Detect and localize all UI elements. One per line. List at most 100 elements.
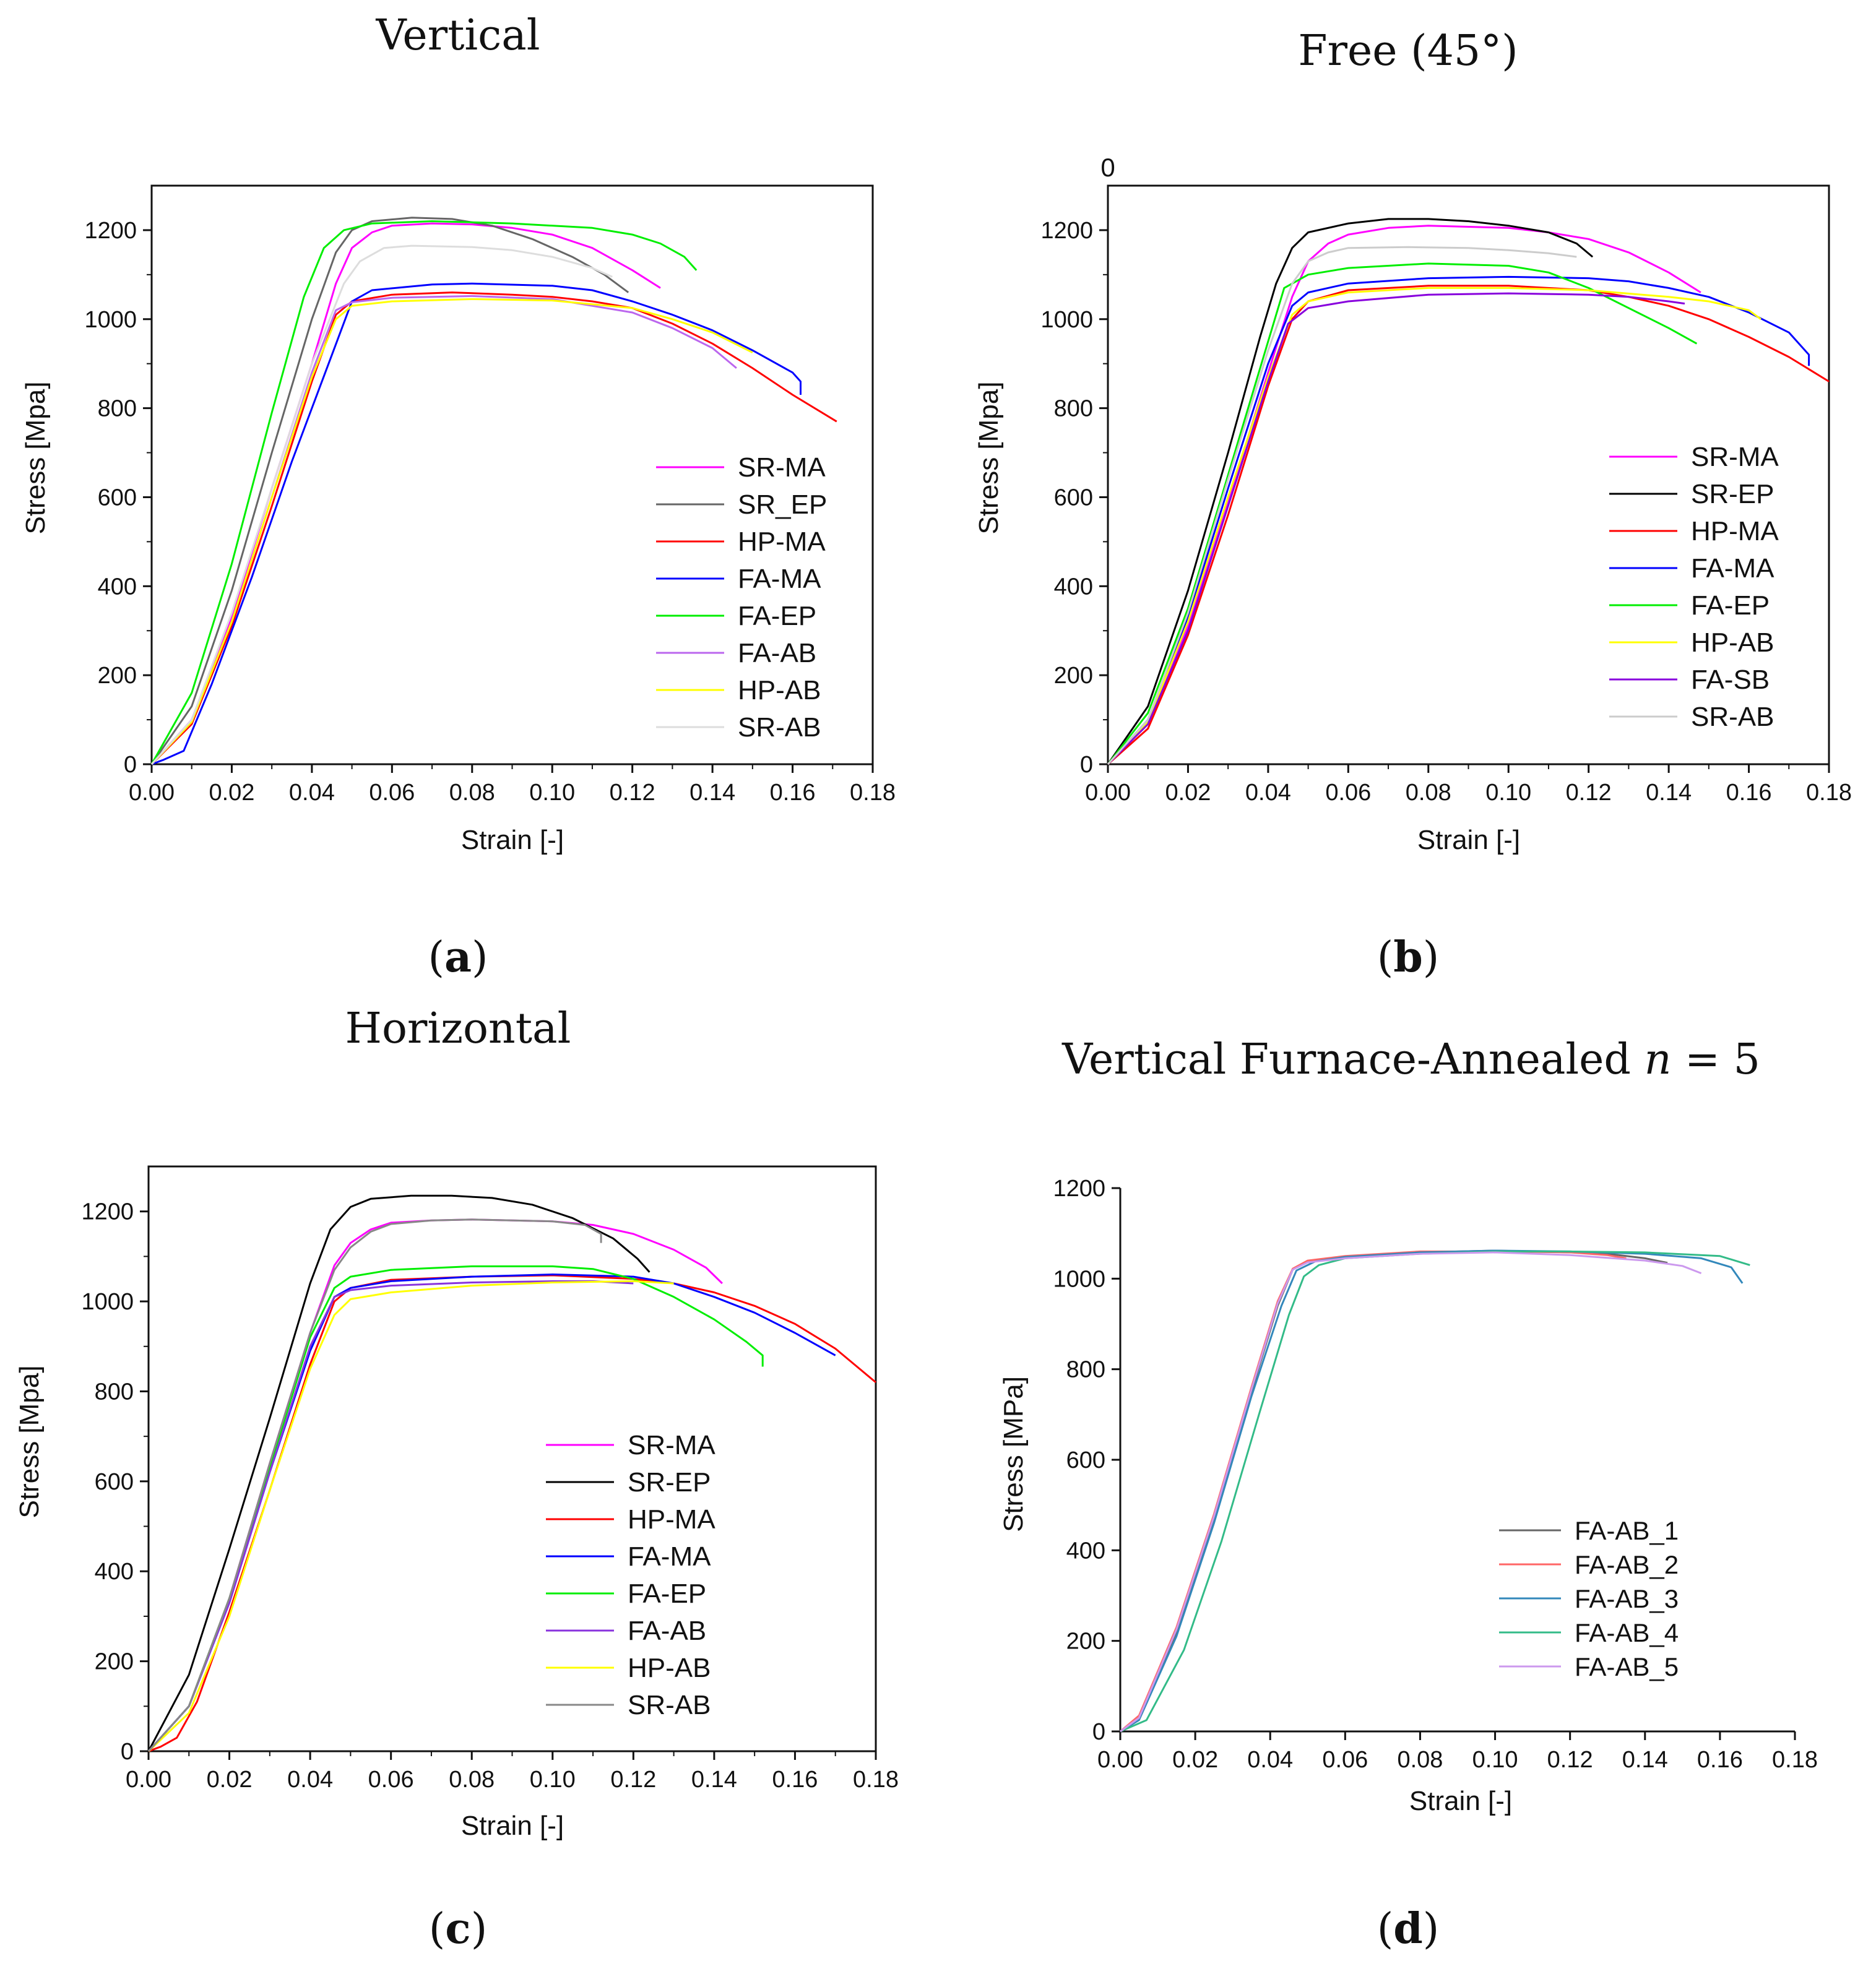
series-line-hp-ab xyxy=(147,1280,674,1752)
x-tick-label: 0.08 xyxy=(449,780,495,806)
legend-label: FA-AB_2 xyxy=(1575,1550,1679,1579)
series-group xyxy=(1120,1249,1750,1733)
y-axis-label: Stress [MPa] xyxy=(998,1376,1029,1532)
x-axis-label: Strain [-] xyxy=(461,1811,564,1841)
series-line-sr-ab xyxy=(150,244,613,765)
x-tick-label: 0.14 xyxy=(1622,1747,1668,1773)
legend-label: FA-AB xyxy=(628,1616,706,1646)
y-tick-label: 200 xyxy=(98,663,137,689)
y-tick-label: 200 xyxy=(95,1649,134,1675)
y-axis-label: Stress [Mpa] xyxy=(14,1366,45,1519)
x-tick-label: 0.10 xyxy=(530,1767,576,1793)
y-tick-label: 1200 xyxy=(1040,218,1093,244)
x-tick-label: 0.10 xyxy=(529,780,575,806)
y-tick-label: 800 xyxy=(1066,1357,1105,1383)
panel-d: Vertical Furnace-Annealed n = 5 0.00 0.02… xyxy=(998,1035,1818,1954)
legend-label: SR-MA xyxy=(1691,442,1779,472)
legend-label: HP-MA xyxy=(1691,516,1779,546)
legend-label: FA-AB_3 xyxy=(1575,1584,1679,1613)
legend-label: FA-EP xyxy=(738,601,816,631)
x-axis-label: Strain [-] xyxy=(461,825,564,855)
series-line-fa-ma xyxy=(151,282,802,765)
x-tick-label: 0.02 xyxy=(1172,1747,1218,1773)
y-tick-label: 1200 xyxy=(81,1199,134,1225)
series-line-sr-ab xyxy=(147,1218,602,1752)
series-line-fa-ep xyxy=(150,220,698,765)
x-tick-label: 0.06 xyxy=(1325,780,1371,806)
axes: 0.00 0.02 0.04 0.06 0.08 0.10 0.12 0.14 0.16 0.18… xyxy=(1040,218,1852,806)
panel-b: Free (45°) 0 0.00 0.02 0.04 0.06 0.08 0.10 0.1… xyxy=(974,27,1852,982)
x-tick-label: 0.00 xyxy=(1097,1747,1143,1773)
x-tick-label: 0.06 xyxy=(1322,1747,1368,1773)
x-tick-label: 0.16 xyxy=(772,1767,818,1793)
y-tick-label: 0 xyxy=(1080,752,1093,778)
y-tick-label: 600 xyxy=(1054,485,1093,511)
y-tick-label: 200 xyxy=(1054,663,1093,689)
legend-label: HP-AB xyxy=(628,1653,711,1683)
x-axis-label: Strain [-] xyxy=(1417,825,1520,855)
y-tick-label: 400 xyxy=(98,574,137,600)
x-tick-label: 0.14 xyxy=(689,780,735,806)
panel-a: Vertical 0.00 0.02 0.04 0.06 0.08 0.10 0.12 0.1… xyxy=(20,11,896,982)
y-tick-label: 600 xyxy=(1066,1447,1105,1473)
legend-label: FA-EP xyxy=(628,1579,706,1609)
y-tick-label: 0 xyxy=(1092,1719,1105,1745)
legend-label: SR-MA xyxy=(628,1430,715,1460)
x-tick-label: 0.06 xyxy=(369,780,415,806)
chart-title: Vertical Furnace-Annealed n = 5 xyxy=(1061,1035,1760,1084)
x-tick-label: 0.18 xyxy=(850,780,896,806)
axes: 0.00 0.02 0.04 0.06 0.08 0.10 0.12 0.14 0.16 0.18… xyxy=(81,1199,899,1793)
series-line-fa-ab-4 xyxy=(1120,1250,1750,1733)
x-tick-label: 0.08 xyxy=(449,1767,495,1793)
chart-title: Horizontal xyxy=(345,1004,571,1053)
legend-label: HP-AB xyxy=(1691,627,1774,658)
x-tick-label: 0.00 xyxy=(129,780,175,806)
x-tick-label: 0.16 xyxy=(1697,1747,1743,1773)
legend-label: SR-AB xyxy=(628,1690,711,1720)
panel-caption: (d) xyxy=(1377,1904,1440,1954)
x-tick-label: 0.18 xyxy=(1806,780,1852,806)
legend-label: SR_EP xyxy=(738,489,827,520)
series-line-sr-ep xyxy=(1107,218,1594,765)
panel-c: Horizontal 0.00 0.02 0.04 0.06 0.08 0.10 0.12 0… xyxy=(14,1004,899,1954)
series-line-hp-ab xyxy=(150,298,753,765)
legend-label: FA-AB_4 xyxy=(1575,1618,1679,1647)
legend-label: FA-AB_5 xyxy=(1575,1652,1679,1681)
series-line-sr-ep xyxy=(150,217,629,765)
legend-label: FA-MA xyxy=(738,564,821,594)
corner-label: 0 xyxy=(1100,153,1115,182)
x-tick-label: 0.02 xyxy=(1165,780,1211,806)
x-tick-label: 0.12 xyxy=(1566,780,1612,806)
legend-label: SR-EP xyxy=(628,1467,711,1498)
x-tick-label: 0.14 xyxy=(691,1767,737,1793)
series-line-fa-ab xyxy=(147,1280,634,1752)
legend-label: SR-AB xyxy=(1691,702,1774,732)
y-tick-label: 1200 xyxy=(1053,1176,1105,1202)
series-line-fa-ab-2 xyxy=(1120,1250,1627,1733)
legend-label: FA-MA xyxy=(628,1541,711,1572)
x-tick-label: 0.04 xyxy=(289,780,335,806)
axes: 0.00 0.02 0.04 0.06 0.08 0.10 0.12 0.14 0.16 0.18… xyxy=(84,218,896,806)
y-tick-label: 200 xyxy=(1066,1629,1105,1655)
x-tick-label: 0.04 xyxy=(1245,780,1291,806)
x-tick-label: 0.08 xyxy=(1406,780,1451,806)
series-group xyxy=(147,1194,876,1752)
y-tick-label: 400 xyxy=(1054,574,1093,600)
x-tick-label: 0.00 xyxy=(1085,780,1131,806)
y-tick-label: 400 xyxy=(95,1559,134,1585)
y-tick-label: 1000 xyxy=(84,307,137,333)
x-tick-label: 0.14 xyxy=(1646,780,1692,806)
series-line-fa-ma xyxy=(147,1274,836,1752)
x-tick-label: 0.08 xyxy=(1397,1747,1443,1773)
x-tick-label: 0.02 xyxy=(209,780,254,806)
legend-label: FA-AB_1 xyxy=(1575,1516,1679,1545)
legend: SR-MA SR-EP HP-MA FA-MA FA-EP FA-AB HP-AB SR-AB xyxy=(546,1430,715,1720)
x-tick-label: 0.18 xyxy=(1772,1747,1818,1773)
y-tick-label: 0 xyxy=(121,1739,134,1765)
series-line-sr-ab xyxy=(1107,246,1577,765)
x-tick-label: 0.02 xyxy=(207,1767,253,1793)
legend: FA-AB_1 FA-AB_2 FA-AB_3 FA-AB_4 FA-AB_5 xyxy=(1499,1516,1679,1681)
x-tick-label: 0.00 xyxy=(126,1767,171,1793)
panel-caption: (b) xyxy=(1377,933,1440,982)
